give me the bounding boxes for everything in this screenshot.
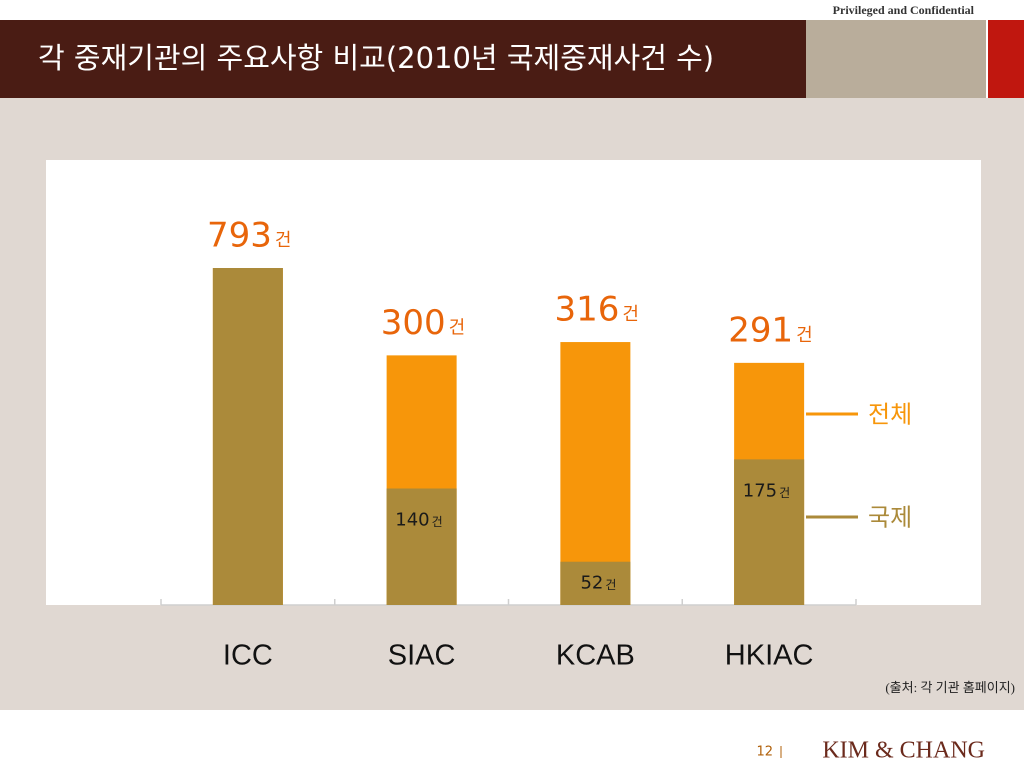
value-unit: 건 bbox=[432, 515, 443, 529]
value-unit: 건 bbox=[449, 317, 466, 338]
value-label: 316 bbox=[554, 290, 619, 330]
legend-label: 전체 bbox=[868, 401, 912, 429]
value-label: 140 bbox=[395, 510, 429, 531]
value-unit: 건 bbox=[275, 230, 292, 251]
x-tick-label: HKIAC bbox=[725, 640, 814, 672]
bar bbox=[212, 268, 283, 605]
slide-title: 각 중재기관의 주요사항 비교(2010년 국제중재사건 수) bbox=[38, 41, 714, 75]
confidential: Privileged and Confidential bbox=[833, 3, 975, 17]
value-label: 793 bbox=[207, 216, 272, 256]
page-number: 12 bbox=[756, 745, 773, 760]
bar bbox=[734, 459, 805, 605]
x-tick-label: SIAC bbox=[388, 640, 456, 672]
bar bbox=[386, 488, 457, 605]
value-label: 300 bbox=[381, 303, 446, 343]
title-bar bbox=[0, 20, 806, 98]
value-label: 52 bbox=[580, 572, 603, 593]
value-unit: 건 bbox=[622, 304, 639, 325]
bar bbox=[560, 342, 631, 605]
footnote: (출처: 각 기관 홈페이지) bbox=[885, 680, 1015, 695]
title-accent bbox=[806, 20, 986, 98]
title-accent-red bbox=[988, 20, 1024, 98]
x-tick-label: ICC bbox=[223, 640, 273, 672]
x-tick-label: KCAB bbox=[556, 640, 635, 672]
value-unit: 건 bbox=[779, 486, 790, 500]
bar bbox=[560, 561, 631, 605]
legend-label: 국제 bbox=[868, 504, 912, 532]
value-unit: 건 bbox=[796, 325, 813, 346]
value-label: 175 bbox=[743, 480, 777, 501]
value-label: 291 bbox=[728, 310, 793, 350]
value-unit: 건 bbox=[605, 578, 616, 592]
brand: KIM & CHANG bbox=[822, 738, 985, 764]
bars bbox=[212, 268, 805, 605]
chart-panel bbox=[46, 160, 981, 605]
